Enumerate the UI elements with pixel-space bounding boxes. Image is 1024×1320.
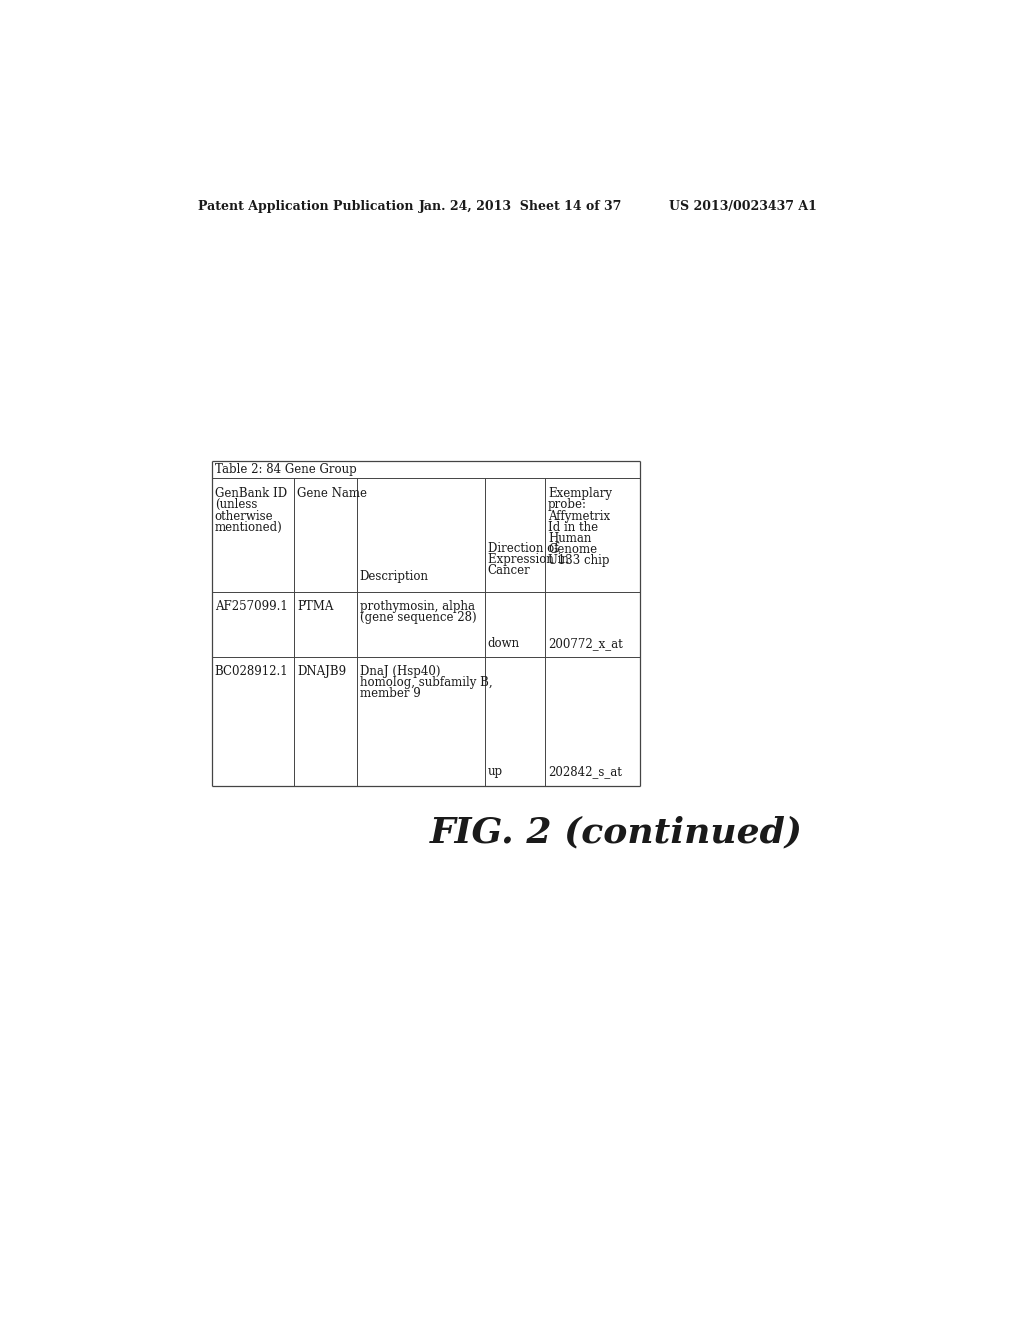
Text: U133 chip: U133 chip — [548, 554, 609, 568]
Text: prothymosin, alpha: prothymosin, alpha — [359, 599, 475, 612]
Text: up: up — [487, 766, 503, 779]
Text: member 9: member 9 — [359, 688, 421, 701]
Text: 200772_x_at: 200772_x_at — [548, 636, 623, 649]
Text: Expression in: Expression in — [487, 553, 568, 566]
Text: Patent Application Publication: Patent Application Publication — [198, 199, 414, 213]
Text: PTMA: PTMA — [297, 599, 334, 612]
Text: DNAJB9: DNAJB9 — [297, 665, 346, 678]
Text: Exemplary: Exemplary — [548, 487, 612, 500]
Text: Gene Name: Gene Name — [297, 487, 367, 500]
Text: (unless: (unless — [215, 499, 257, 511]
Text: AF257099.1: AF257099.1 — [215, 599, 288, 612]
Text: US 2013/0023437 A1: US 2013/0023437 A1 — [669, 199, 817, 213]
Text: Table 2: 84 Gene Group: Table 2: 84 Gene Group — [215, 463, 356, 477]
Text: Id in the: Id in the — [548, 520, 598, 533]
Text: homolog, subfamily B,: homolog, subfamily B, — [359, 676, 493, 689]
Text: Direction of: Direction of — [487, 541, 558, 554]
Text: Affymetrix: Affymetrix — [548, 510, 610, 523]
Text: otherwise: otherwise — [215, 510, 273, 523]
Text: Human: Human — [548, 532, 592, 545]
Text: Jan. 24, 2013  Sheet 14 of 37: Jan. 24, 2013 Sheet 14 of 37 — [419, 199, 622, 213]
Text: (gene sequence 28): (gene sequence 28) — [359, 611, 476, 624]
Text: down: down — [487, 636, 520, 649]
Text: mentioned): mentioned) — [215, 520, 283, 533]
Text: DnaJ (Hsp40): DnaJ (Hsp40) — [359, 665, 440, 678]
Text: FIG. 2 (continued): FIG. 2 (continued) — [430, 816, 803, 849]
Text: probe:: probe: — [548, 499, 587, 511]
Text: Genome: Genome — [548, 543, 597, 556]
Text: BC028912.1: BC028912.1 — [215, 665, 289, 678]
Text: GenBank ID: GenBank ID — [215, 487, 287, 500]
Text: Cancer: Cancer — [487, 564, 530, 577]
Text: Description: Description — [359, 570, 429, 582]
Text: 202842_s_at: 202842_s_at — [548, 766, 622, 779]
